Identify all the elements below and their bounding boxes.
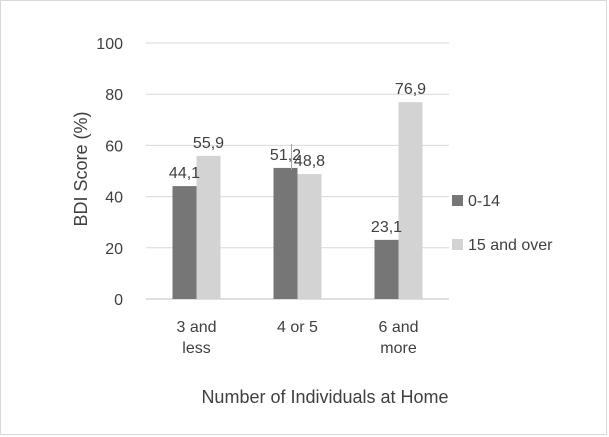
y-tick-label: 0: [114, 292, 123, 309]
bar-series-2: [398, 102, 423, 299]
legend-label: 0-14: [468, 193, 500, 210]
legend: 0-14 15 and over: [452, 193, 553, 254]
bar-series-1: [374, 239, 399, 299]
data-label: 48,8: [294, 153, 325, 170]
y-tick-label: 60: [105, 138, 123, 155]
x-axis-categories: 3 and less 4 or 5 6 and more: [176, 319, 418, 357]
y-axis-ticks: 0 20 40 60 80 100: [96, 36, 123, 309]
data-label: 23,1: [371, 219, 402, 236]
data-label: 76,9: [395, 81, 426, 98]
legend-swatch: [452, 239, 463, 250]
bar-series-2: [297, 174, 322, 299]
bar-series-1: [172, 186, 197, 299]
x-category-label: less: [182, 340, 210, 357]
bar-series-1: [273, 167, 298, 299]
x-category-label: 3 and: [176, 319, 216, 336]
data-label: 51,2: [270, 147, 301, 164]
x-category-label: 4 or 5: [277, 319, 318, 336]
x-category-label: 6 and: [378, 319, 418, 336]
data-label: 55,9: [193, 135, 224, 152]
y-axis-title: BDI Score (%): [71, 111, 91, 226]
data-label: 44,1: [169, 165, 200, 182]
bar-series-2: [196, 155, 221, 299]
legend-swatch: [452, 195, 463, 206]
y-tick-label: 100: [96, 36, 123, 53]
y-tick-label: 20: [105, 241, 123, 258]
x-axis-title: Number of Individuals at Home: [201, 387, 448, 407]
legend-label: 15 and over: [468, 237, 553, 254]
y-tick-label: 80: [105, 87, 123, 104]
y-tick-label: 40: [105, 190, 123, 207]
data-labels: 44,1 55,9 51,248,8 23,1 76,9: [169, 81, 426, 236]
bars: [172, 102, 423, 299]
x-category-label: more: [380, 340, 417, 357]
